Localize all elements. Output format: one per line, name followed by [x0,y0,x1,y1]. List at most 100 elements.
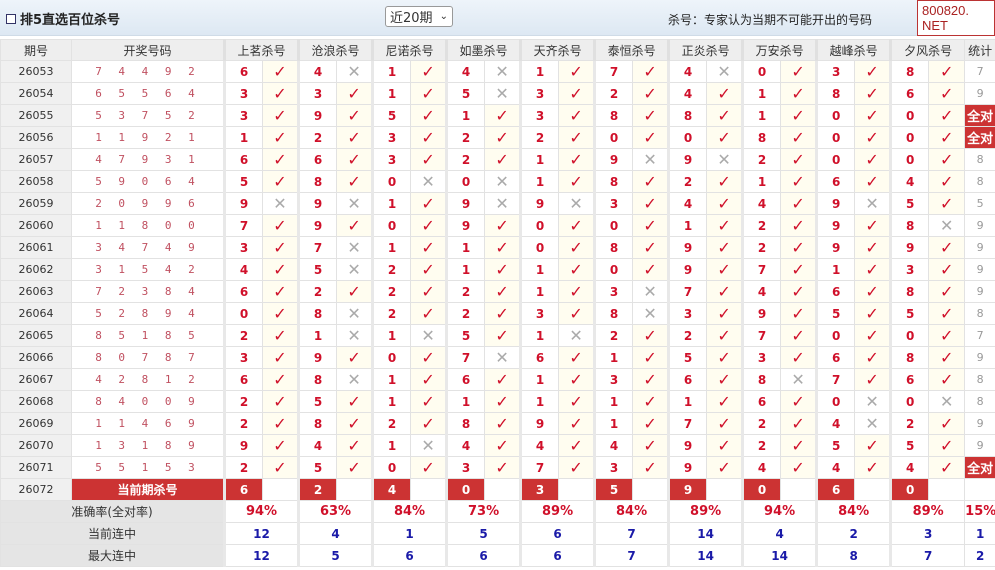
stat-cell: 8 [964,170,995,193]
period-cell: 26056 [0,126,72,149]
kill-number-cell: 0 [371,456,412,479]
check-icon: ✓ [261,280,300,303]
check-icon: ✓ [706,368,744,391]
kill-number-cell: 2 [667,170,708,193]
check-icon: ✓ [484,258,522,281]
kill-number-cell: 0 [815,148,856,171]
stat-cell: 5 [964,192,995,215]
kill-number-cell: 5 [223,170,263,193]
period-select[interactable]: 近20期 ⌄ [385,6,453,27]
kill-number-cell: 7 [667,412,708,435]
check-icon: ✓ [928,236,966,259]
table-row: 26062 3 1 5 4 2 4 ✓ 5 ✕ 2 ✓ 1 ✓ 1 ✓ 0 ✓ 9 ✓ 7 ✓ 1 ✓ 3 ✓ 9 [0,258,995,281]
current-kill-number: 2 [297,478,338,501]
kill-number-cell: 1 [371,236,412,259]
check-icon: ✓ [410,148,448,171]
max-streak-row-value: 6 [519,544,596,567]
kill-number-cell: 8 [297,170,338,193]
accuracy-row-value: 94% [222,500,300,523]
check-icon: ✓ [261,82,300,105]
current-streak-row-value: 3 [889,522,966,545]
cross-icon: ✕ [854,412,892,435]
check-icon: ✓ [410,236,448,259]
kill-number-cell: 4 [445,434,486,457]
check-icon: ✓ [410,280,448,303]
check-icon: ✓ [706,456,744,479]
kill-number-cell: 8 [889,60,930,83]
kill-number-cell: 6 [223,148,263,171]
check-icon: ✓ [706,302,744,325]
check-icon: ✓ [854,236,892,259]
check-icon: ✓ [780,412,818,435]
kill-number-cell: 0 [519,236,560,259]
kill-number-cell: 2 [371,280,412,303]
kill-number-cell: 6 [741,390,782,413]
kill-number-cell: 7 [667,280,708,303]
cross-icon: ✕ [632,148,670,171]
kill-number-cell: 3 [889,258,930,281]
kill-number-cell: 0 [889,324,930,347]
kill-number-cell: 9 [667,456,708,479]
kill-number-cell: 2 [297,126,338,149]
cross-icon: ✕ [336,192,374,215]
check-icon: ✓ [854,60,892,83]
check-icon: ✓ [780,126,818,149]
period-cell: 26068 [0,390,72,413]
kill-number-cell: 8 [741,368,782,391]
kill-number-cell: 1 [445,258,486,281]
accuracy-row-stat: 15% [964,500,995,523]
check-icon: ✓ [336,82,374,105]
kill-number-cell: 2 [889,412,930,435]
kill-number-cell: 5 [371,104,412,127]
cross-icon: ✕ [928,390,966,413]
check-icon: ✓ [261,456,300,479]
kill-number-cell: 1 [445,104,486,127]
cross-icon: ✕ [780,368,818,391]
kill-number-cell: 5 [815,302,856,325]
cross-icon: ✕ [706,60,744,83]
kill-number-cell: 1 [519,280,560,303]
kill-number-cell: 4 [223,258,263,281]
kill-number-cell: 3 [445,456,486,479]
check-icon: ✓ [632,456,670,479]
max-streak-row-value: 7 [889,544,966,567]
header-expert: 尼诺杀号 [371,39,448,61]
stat-cell: 9 [964,434,995,457]
table-row: 26067 4 2 8 1 2 6 ✓ 8 ✕ 1 ✓ 6 ✓ 1 ✓ 3 ✓ 6 ✓ 8 ✕ 7 ✓ 6 ✓ 8 [0,368,995,391]
kill-number-cell: 1 [371,434,412,457]
table-row: 26070 1 3 1 8 9 9 ✓ 4 ✓ 1 ✕ 4 ✓ 4 ✓ 4 ✓ 9 ✓ 2 ✓ 5 ✓ 5 ✓ 9 [0,434,995,457]
check-icon: ✓ [558,148,596,171]
current-kill-number: 6 [223,478,263,501]
check-icon: ✓ [706,192,744,215]
kill-number-cell: 4 [519,434,560,457]
empty-cell [410,478,448,501]
table-row: 26063 7 2 3 8 4 6 ✓ 2 ✓ 2 ✓ 2 ✓ 1 ✓ 3 ✕ 7 ✓ 4 ✓ 6 ✓ 8 ✓ 9 [0,280,995,303]
cross-icon: ✕ [484,346,522,369]
kill-number-cell: 5 [445,324,486,347]
kill-number-cell: 4 [741,192,782,215]
kill-number-cell: 0 [371,214,412,237]
draw-number-cell: 6 5 5 6 4 [71,82,225,105]
check-icon: ✓ [632,368,670,391]
chevron-down-icon: ⌄ [439,11,448,22]
kill-number-cell: 5 [445,82,486,105]
kill-number-cell: 3 [593,456,634,479]
check-icon: ✓ [854,368,892,391]
check-icon: ✓ [632,126,670,149]
max-streak-row: 最大连中 12 5 6 6 6 7 14 14 8 7 2 [0,544,995,567]
checkbox-icon[interactable] [6,13,16,24]
check-icon: ✓ [558,346,596,369]
period-cell: 26072 [0,478,72,501]
cross-icon: ✕ [410,170,448,193]
check-icon: ✓ [928,170,966,193]
cross-icon: ✕ [854,192,892,215]
table-row: 26060 1 1 8 0 0 7 ✓ 9 ✓ 0 ✓ 9 ✓ 0 ✓ 0 ✓ 1 ✓ 2 ✓ 9 ✓ 8 ✕ 9 [0,214,995,237]
kill-number-cell: 9 [667,236,708,259]
empty-cell [632,478,670,501]
kill-number-cell: 0 [593,258,634,281]
cross-icon: ✕ [336,324,374,347]
watermark: 800820. NET [917,0,995,36]
period-cell: 26061 [0,236,72,259]
check-icon: ✓ [410,214,448,237]
kill-number-cell: 1 [371,390,412,413]
